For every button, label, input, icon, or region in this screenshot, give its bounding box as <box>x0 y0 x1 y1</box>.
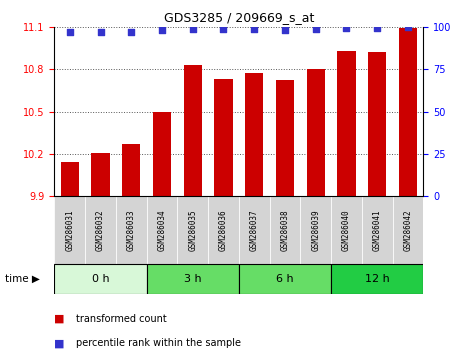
Bar <box>331 196 362 264</box>
Text: GSM286040: GSM286040 <box>342 209 351 251</box>
Text: ■: ■ <box>54 314 65 324</box>
Text: GSM286039: GSM286039 <box>311 209 320 251</box>
Text: 0 h: 0 h <box>92 274 109 284</box>
Text: 6 h: 6 h <box>276 274 294 284</box>
Point <box>251 26 258 32</box>
Bar <box>153 112 171 196</box>
Text: GSM286041: GSM286041 <box>373 209 382 251</box>
Bar <box>368 52 386 196</box>
Bar <box>331 264 423 294</box>
Point <box>158 27 166 33</box>
Text: ■: ■ <box>54 338 65 348</box>
Text: time ▶: time ▶ <box>5 274 40 284</box>
Text: GSM286031: GSM286031 <box>65 209 74 251</box>
Bar <box>116 196 147 264</box>
Text: percentile rank within the sample: percentile rank within the sample <box>76 338 241 348</box>
Bar <box>147 264 239 294</box>
Bar <box>239 196 270 264</box>
Text: 3 h: 3 h <box>184 274 201 284</box>
Bar <box>337 51 356 196</box>
Bar <box>208 196 239 264</box>
Text: transformed count: transformed count <box>76 314 166 324</box>
Bar <box>300 196 331 264</box>
Text: GSM286033: GSM286033 <box>127 209 136 251</box>
Text: GSM286035: GSM286035 <box>188 209 197 251</box>
Point <box>281 27 289 33</box>
Point <box>312 26 320 32</box>
Bar <box>276 80 294 196</box>
Bar <box>362 196 393 264</box>
Bar <box>214 79 233 196</box>
Bar <box>177 196 208 264</box>
Bar <box>61 162 79 196</box>
Bar <box>122 144 140 196</box>
Point <box>342 25 350 31</box>
Text: 12 h: 12 h <box>365 274 390 284</box>
Text: GSM286032: GSM286032 <box>96 209 105 251</box>
Text: GSM286036: GSM286036 <box>219 209 228 251</box>
Point <box>128 29 135 34</box>
Bar <box>307 69 325 196</box>
Title: GDS3285 / 209669_s_at: GDS3285 / 209669_s_at <box>164 11 314 24</box>
Bar <box>147 196 177 264</box>
Text: GSM286034: GSM286034 <box>158 209 166 251</box>
Text: GSM286037: GSM286037 <box>250 209 259 251</box>
Bar <box>91 153 110 196</box>
Point <box>189 26 197 32</box>
Point <box>96 29 104 34</box>
Bar <box>184 65 202 196</box>
Bar <box>54 196 85 264</box>
Point <box>219 26 227 32</box>
Point <box>404 24 412 30</box>
Bar <box>245 73 263 196</box>
Bar <box>270 196 300 264</box>
Bar <box>54 264 147 294</box>
Text: GSM286042: GSM286042 <box>403 209 412 251</box>
Point <box>374 25 381 31</box>
Bar <box>399 28 417 196</box>
Bar <box>85 196 116 264</box>
Text: GSM286038: GSM286038 <box>280 209 289 251</box>
Point <box>66 29 74 34</box>
Bar <box>239 264 331 294</box>
Bar <box>393 196 423 264</box>
